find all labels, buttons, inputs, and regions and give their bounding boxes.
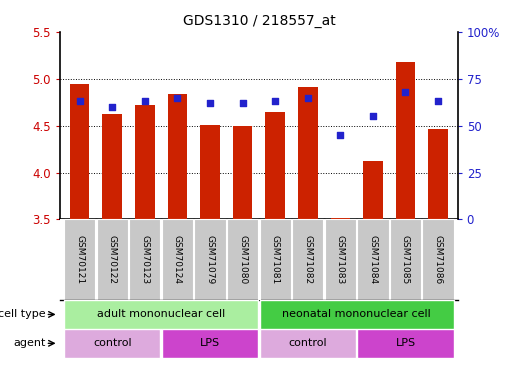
Text: cell type: cell type [0, 309, 46, 320]
Point [401, 89, 410, 95]
Point [336, 132, 345, 138]
Bar [168, 94, 187, 219]
Point [303, 94, 312, 100]
Bar [64, 219, 95, 300]
Bar [103, 114, 122, 219]
Text: GSM71086: GSM71086 [434, 235, 442, 284]
Bar [357, 219, 389, 300]
Bar [363, 161, 383, 219]
Bar [292, 219, 323, 300]
Text: LPS: LPS [200, 338, 220, 348]
Point [108, 104, 117, 110]
Bar [64, 300, 258, 329]
Text: GSM70122: GSM70122 [108, 235, 117, 284]
Point [75, 98, 84, 104]
Point [238, 100, 247, 106]
Bar [423, 219, 454, 300]
Text: control: control [289, 338, 327, 348]
Text: GSM71081: GSM71081 [271, 235, 280, 284]
Text: GSM71079: GSM71079 [206, 235, 214, 284]
Bar [195, 219, 225, 300]
Point [369, 113, 377, 119]
Text: GSM70123: GSM70123 [140, 235, 150, 284]
Bar [331, 217, 350, 219]
Bar [428, 129, 448, 219]
Bar [390, 219, 421, 300]
Text: GSM70121: GSM70121 [75, 235, 84, 284]
Point [434, 98, 442, 104]
Text: agent: agent [13, 338, 46, 348]
Bar [70, 84, 89, 219]
Bar [162, 219, 193, 300]
Bar [64, 329, 161, 358]
Point [206, 100, 214, 106]
Bar [357, 329, 454, 358]
Bar [135, 105, 155, 219]
Bar [227, 219, 258, 300]
Text: adult mononuclear cell: adult mononuclear cell [97, 309, 225, 320]
Bar [259, 300, 454, 329]
Bar [396, 62, 415, 219]
Bar [259, 219, 291, 300]
Text: GSM71082: GSM71082 [303, 235, 312, 284]
Bar [97, 219, 128, 300]
Bar [162, 329, 258, 358]
Bar [233, 126, 253, 219]
Text: GSM71080: GSM71080 [238, 235, 247, 284]
Title: GDS1310 / 218557_at: GDS1310 / 218557_at [183, 14, 335, 28]
Text: GSM71084: GSM71084 [368, 235, 378, 284]
Bar [265, 112, 285, 219]
Text: control: control [93, 338, 132, 348]
Text: GSM70124: GSM70124 [173, 235, 182, 284]
Bar [259, 329, 356, 358]
Text: neonatal mononuclear cell: neonatal mononuclear cell [282, 309, 431, 320]
Point [271, 98, 279, 104]
Point [141, 98, 149, 104]
Bar [325, 219, 356, 300]
Text: LPS: LPS [395, 338, 416, 348]
Text: GSM71083: GSM71083 [336, 235, 345, 284]
Text: GSM71085: GSM71085 [401, 235, 410, 284]
Bar [129, 219, 161, 300]
Point [173, 94, 181, 100]
Bar [200, 124, 220, 219]
Bar [298, 87, 317, 219]
